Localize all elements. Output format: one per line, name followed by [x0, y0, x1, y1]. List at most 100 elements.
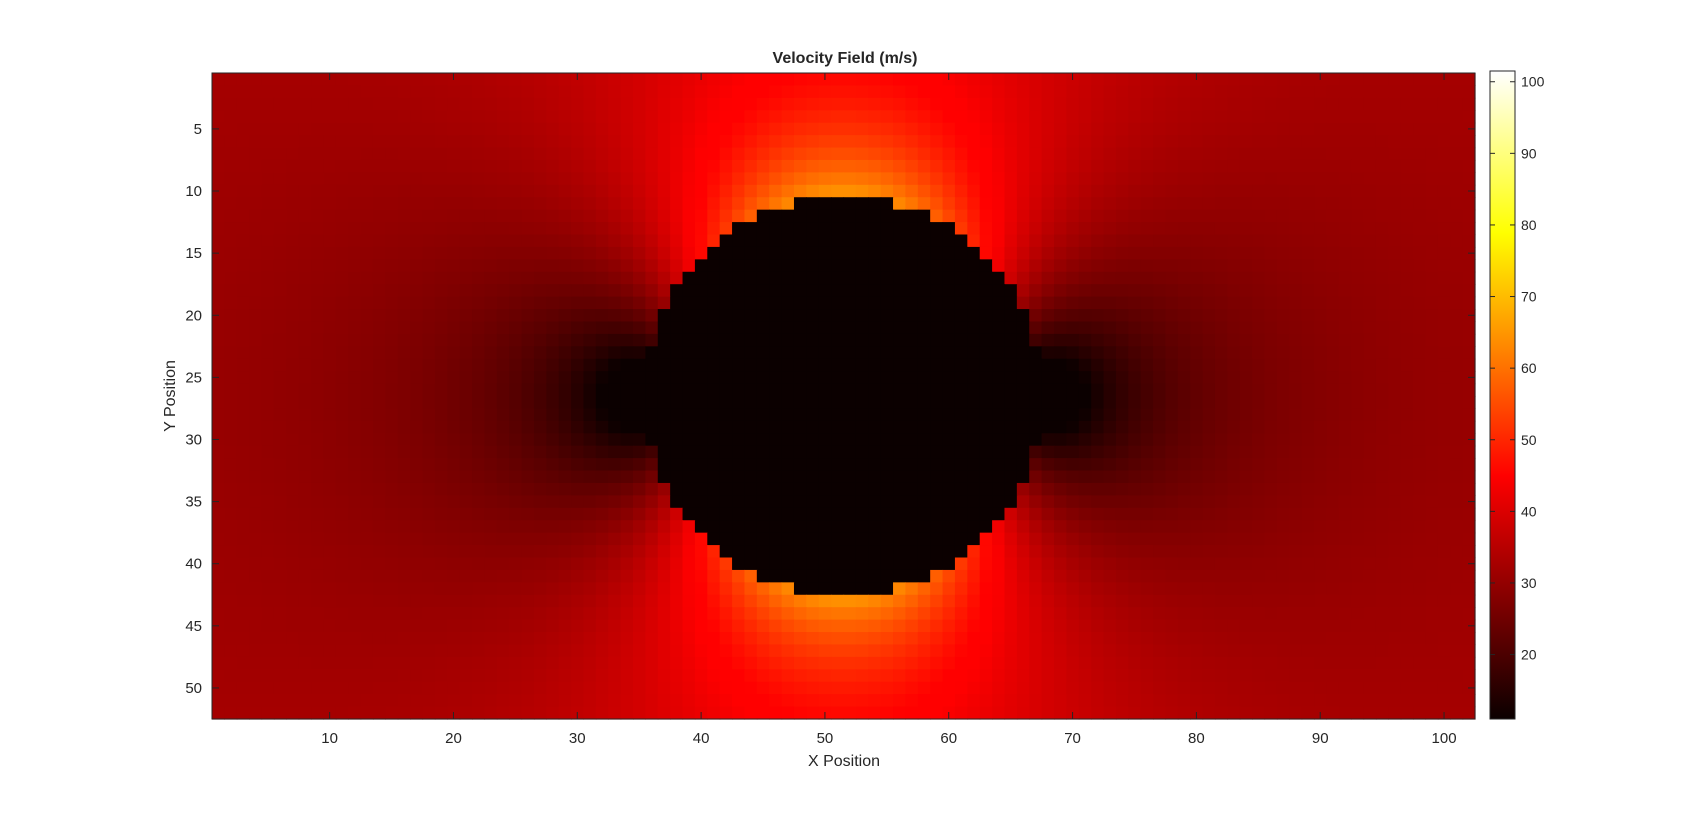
heatmap-cell	[1375, 234, 1389, 248]
heatmap-cell	[311, 209, 325, 223]
heatmap-cell	[1388, 569, 1402, 583]
heatmap-cell	[769, 259, 783, 273]
heatmap-cell	[422, 520, 436, 534]
heatmap-cell	[979, 458, 993, 472]
heatmap-cell	[1214, 458, 1228, 472]
heatmap-cell	[1450, 495, 1464, 509]
heatmap-cell	[1041, 110, 1055, 124]
heatmap-cell	[1400, 309, 1414, 323]
heatmap-cell	[261, 358, 275, 372]
heatmap-cell	[769, 383, 783, 397]
heatmap-cell	[335, 433, 349, 447]
heatmap-cell	[546, 147, 560, 161]
heatmap-cell	[212, 73, 225, 87]
heatmap-cell	[620, 209, 634, 223]
heatmap-cell	[1338, 259, 1352, 273]
heatmap-cell	[583, 371, 597, 385]
heatmap-cell	[793, 545, 807, 559]
heatmap-cell	[1400, 470, 1414, 484]
heatmap-cell	[1054, 110, 1067, 124]
heatmap-cell	[335, 271, 349, 285]
heatmap-cell	[372, 420, 386, 434]
heatmap-cell	[781, 545, 795, 559]
heatmap-cell	[818, 97, 832, 111]
heatmap-cell	[868, 246, 882, 260]
heatmap-cell	[249, 482, 263, 496]
heatmap-cell	[1140, 420, 1154, 434]
heatmap-cell	[1351, 371, 1365, 385]
heatmap-cell	[1462, 408, 1476, 422]
heatmap-cell	[509, 159, 523, 173]
heatmap-cell	[1289, 470, 1303, 484]
heatmap-cell	[806, 122, 820, 136]
heatmap-cell	[868, 433, 882, 447]
heatmap-cell	[1388, 619, 1402, 633]
heatmap-cell	[298, 433, 312, 447]
heatmap-cell	[1029, 458, 1043, 472]
heatmap-cell	[942, 582, 956, 596]
heatmap-cell	[1264, 520, 1278, 534]
heatmap-cell	[620, 557, 634, 571]
heatmap-cell	[694, 321, 708, 335]
heatmap-cell	[1351, 209, 1365, 223]
heatmap-cell	[831, 383, 845, 397]
heatmap-cell	[558, 85, 572, 99]
heatmap-cell	[1462, 172, 1476, 186]
heatmap-cell	[1041, 607, 1055, 621]
heatmap-cell	[645, 184, 659, 198]
heatmap-cell	[633, 197, 646, 211]
heatmap-cell	[1153, 656, 1167, 670]
heatmap-cell	[657, 532, 671, 546]
heatmap-cell	[917, 222, 931, 236]
heatmap-cell	[1363, 607, 1377, 621]
heatmap-cell	[1004, 172, 1018, 186]
heatmap-cell	[1413, 656, 1427, 670]
heatmap-cell	[905, 520, 919, 534]
heatmap-cell	[657, 309, 671, 323]
heatmap-cell	[992, 520, 1006, 534]
heatmap-cell	[273, 209, 287, 223]
heatmap-cell	[484, 470, 498, 484]
heatmap-cell	[1301, 209, 1315, 223]
heatmap-cell	[1252, 246, 1266, 260]
heatmap-cell	[831, 309, 845, 323]
heatmap-cell	[335, 594, 349, 608]
heatmap-cell	[397, 656, 411, 670]
heatmap-cell	[1462, 135, 1476, 149]
heatmap-cell	[806, 371, 820, 385]
heatmap-cell	[855, 594, 869, 608]
heatmap-cell	[1091, 582, 1105, 596]
heatmap-cell	[372, 632, 386, 646]
heatmap-cell	[1041, 85, 1055, 99]
heatmap-cell	[769, 458, 783, 472]
heatmap-cell	[781, 321, 795, 335]
heatmap-cell	[707, 147, 721, 161]
heatmap-cell	[459, 110, 473, 124]
heatmap-cell	[756, 383, 770, 397]
heatmap-cell	[422, 321, 436, 335]
heatmap-cell	[571, 184, 585, 198]
heatmap-cell	[1351, 420, 1365, 434]
heatmap-cell	[1363, 582, 1377, 596]
heatmap-cell	[595, 246, 609, 260]
heatmap-cell	[1388, 73, 1402, 87]
heatmap-cell	[323, 458, 337, 472]
heatmap-cell	[1016, 408, 1030, 422]
heatmap-cell	[1239, 110, 1253, 124]
heatmap-cell	[1301, 545, 1315, 559]
heatmap-cell	[756, 520, 770, 534]
heatmap-cell	[670, 197, 684, 211]
heatmap-cell	[447, 259, 461, 273]
heatmap-cell	[1425, 147, 1439, 161]
heatmap-cell	[893, 495, 907, 509]
heatmap-cell	[1363, 333, 1377, 347]
heatmap-cell	[1153, 246, 1167, 260]
heatmap-cell	[979, 271, 993, 285]
heatmap-cell	[781, 632, 795, 646]
heatmap-cell	[1437, 321, 1451, 335]
heatmap-cell	[694, 433, 708, 447]
heatmap-cell	[273, 532, 287, 546]
heatmap-cell	[1351, 159, 1365, 173]
heatmap-cell	[1066, 520, 1080, 534]
heatmap-cell	[236, 271, 250, 285]
